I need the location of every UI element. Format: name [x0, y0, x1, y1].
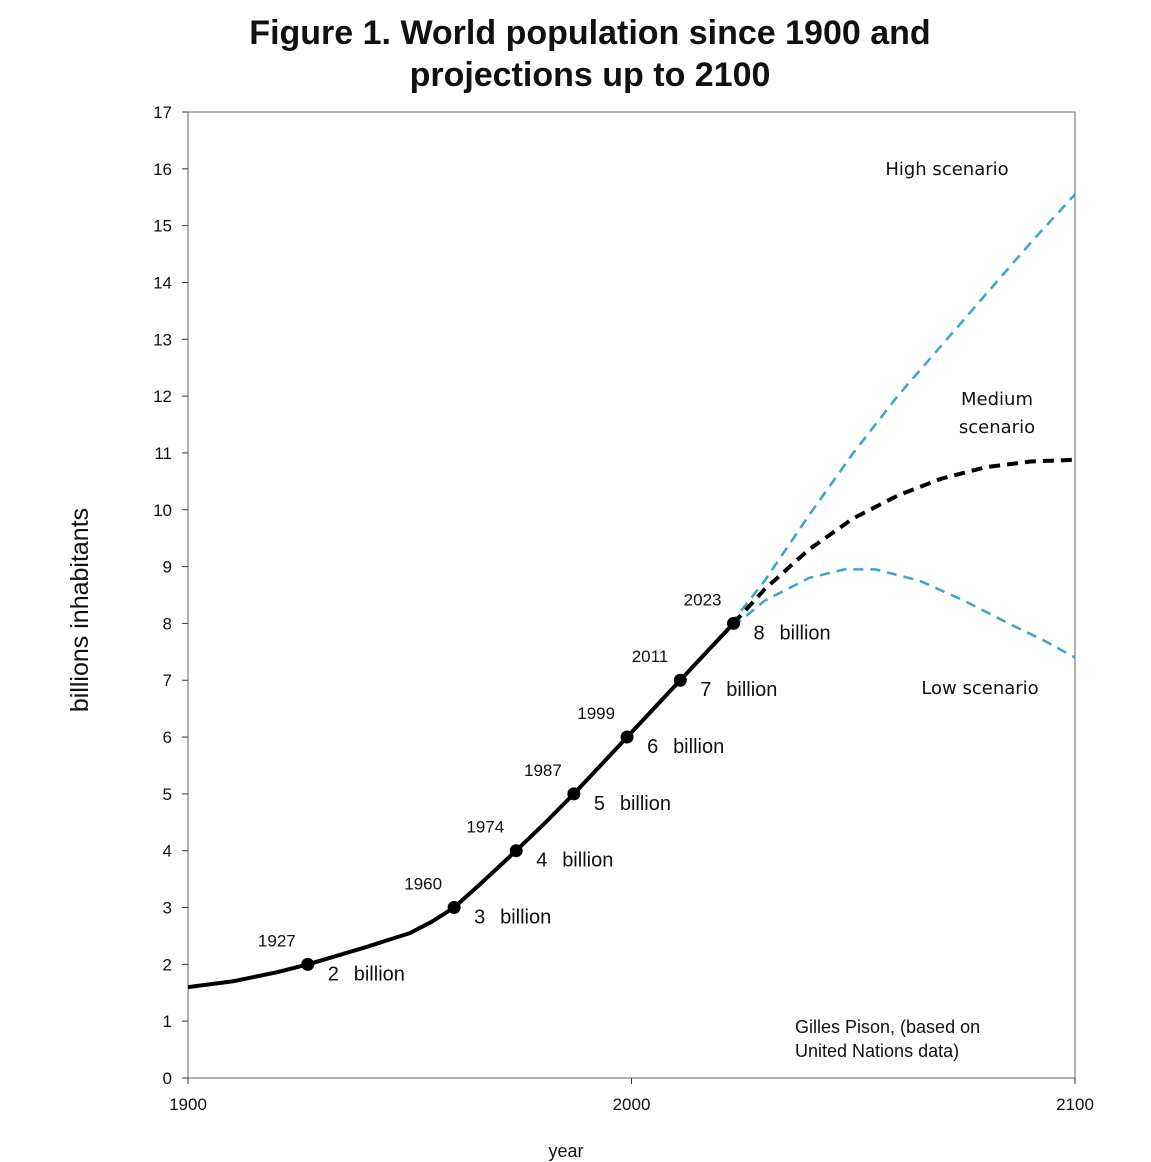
y-tick-label: 0 [163, 1069, 172, 1088]
milestone-value-label: 7 [700, 679, 711, 701]
y-tick-label: 7 [163, 671, 172, 690]
milestone-unit-label: billion [780, 622, 831, 644]
high-scenario-line [719, 193, 1076, 639]
y-tick-label: 17 [153, 103, 172, 122]
milestone-year-label: 2011 [632, 647, 669, 666]
milestone-point [673, 673, 687, 687]
source-credit-line-2: United Nations data) [795, 1041, 959, 1061]
chart-title-line-1: Figure 1. World population since 1900 an… [249, 14, 930, 52]
x-tick-label: 2100 [1056, 1095, 1094, 1114]
milestone-point [727, 616, 741, 630]
medium-scenario-line [732, 457, 1076, 625]
x-tick-label: 2000 [613, 1095, 651, 1114]
y-tick-label: 12 [153, 387, 172, 406]
milestone-year-label: 1974 [466, 818, 504, 837]
milestone-point [301, 957, 315, 971]
y-tick-label: 5 [163, 785, 172, 804]
source-credit-line-1: Gilles Pison, (based on [795, 1017, 980, 1037]
y-tick-label: 11 [154, 444, 172, 463]
milestone-value-label: 8 [754, 622, 765, 644]
milestone-unit-label: billion [354, 963, 405, 985]
milestone-unit-label: billion [673, 736, 724, 758]
y-tick-label: 10 [153, 501, 172, 520]
milestone-point [567, 787, 581, 801]
milestone-point [509, 844, 523, 858]
y-tick-label: 6 [163, 728, 172, 747]
y-tick-label: 2 [163, 955, 172, 974]
low-scenario-label: Low scenario [921, 678, 1038, 699]
y-tick-label: 3 [163, 899, 172, 918]
milestone-layer: 1927 2 billion 1960 3 billion 1974 4 billion 1987… [258, 590, 831, 985]
x-axis-label: year [548, 1141, 583, 1161]
y-axis-label: billions inhabitants [66, 508, 94, 712]
y-tick-label: 9 [163, 558, 172, 577]
x-tick-label: 1900 [169, 1095, 207, 1114]
y-tick-label: 1 [163, 1012, 172, 1031]
milestone-year-label: 1927 [258, 931, 296, 950]
milestone-point [620, 730, 634, 744]
y-tick-label: 13 [153, 330, 172, 349]
milestone-point [447, 901, 461, 915]
milestone-value-label: 3 [474, 907, 485, 929]
y-tick-label: 8 [163, 614, 172, 633]
medium-scenario-label-line-1: Medium [961, 389, 1033, 410]
high-scenario-label: High scenario [885, 159, 1008, 180]
y-tick-label: 14 [153, 273, 172, 292]
y-tick-label: 4 [163, 842, 172, 861]
y-tick-label: 15 [153, 217, 172, 236]
medium-scenario-label-line-2: scenario [959, 417, 1035, 438]
milestone-value-label: 2 [328, 963, 339, 985]
milestone-value-label: 5 [594, 793, 605, 815]
milestone-unit-label: billion [620, 793, 671, 815]
x-axis: 1900 2000 2100 [169, 1078, 1094, 1114]
chart-title-line-2: projections up to 2100 [410, 56, 771, 94]
milestone-year-label: 1999 [577, 704, 615, 723]
y-tick-label: 16 [153, 160, 172, 179]
milestone-unit-label: billion [726, 679, 777, 701]
milestone-value-label: 6 [647, 736, 658, 758]
milestone-value-label: 4 [536, 850, 547, 872]
milestone-year-label: 2023 [684, 590, 722, 609]
milestone-year-label: 1960 [404, 875, 442, 894]
milestone-unit-label: billion [500, 907, 551, 929]
milestone-year-label: 1987 [524, 761, 562, 780]
milestone-unit-label: billion [562, 850, 613, 872]
